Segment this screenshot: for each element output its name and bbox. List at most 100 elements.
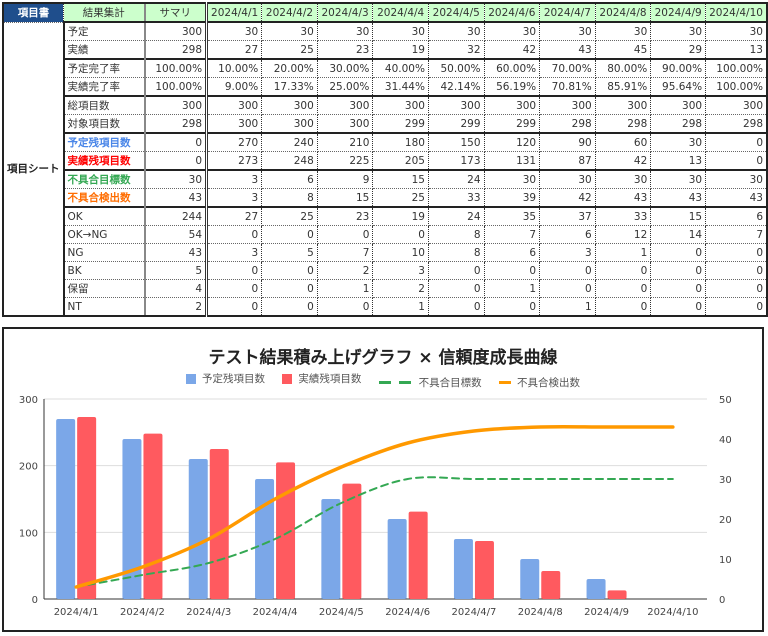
row-label[interactable]: NT <box>62 297 146 317</box>
summary-cell[interactable]: 300 <box>143 95 209 115</box>
data-cell[interactable]: 0 <box>206 225 263 244</box>
data-cell[interactable]: 0 <box>595 297 652 317</box>
summary-cell[interactable]: 2 <box>143 297 209 317</box>
data-cell[interactable]: 131 <box>484 151 541 171</box>
data-cell[interactable]: 6 <box>261 169 318 189</box>
row-label[interactable]: OK <box>62 206 146 226</box>
data-cell[interactable]: 30 <box>595 22 652 41</box>
data-cell[interactable]: 100.00% <box>705 77 768 97</box>
line-defect-target[interactable] <box>75 476 674 588</box>
data-cell[interactable]: 30 <box>595 169 652 189</box>
side-label-cell[interactable]: 項目シート <box>2 22 64 317</box>
header-date-cell[interactable]: 2024/4/9 <box>650 2 707 23</box>
bar-actual-remaining[interactable] <box>143 433 163 599</box>
data-cell[interactable]: 43 <box>539 40 596 60</box>
data-cell[interactable]: 205 <box>372 151 429 171</box>
data-cell[interactable]: 10 <box>372 243 429 262</box>
data-cell[interactable]: 0 <box>595 261 652 280</box>
legend-item-defect-target[interactable]: 不具合目標数 <box>378 375 482 390</box>
row-label[interactable]: 不具合目標数 <box>62 169 146 189</box>
data-cell[interactable]: 298 <box>539 114 596 134</box>
data-cell[interactable]: 25.00% <box>317 77 374 97</box>
header-date-cell[interactable]: 2024/4/8 <box>595 2 652 23</box>
data-cell[interactable]: 300 <box>372 95 429 115</box>
data-cell[interactable]: 95.64% <box>650 77 707 97</box>
data-cell[interactable]: 298 <box>595 114 652 134</box>
data-cell[interactable]: 150 <box>428 132 485 152</box>
data-cell[interactable]: 13 <box>705 40 768 60</box>
summary-cell[interactable]: 0 <box>143 132 209 152</box>
data-cell[interactable]: 9.00% <box>206 77 263 97</box>
summary-cell[interactable]: 43 <box>143 243 209 262</box>
row-label[interactable]: 予定残項目数 <box>62 132 146 152</box>
data-cell[interactable]: 30 <box>705 169 768 189</box>
summary-cell[interactable]: 0 <box>143 151 209 171</box>
data-cell[interactable]: 300 <box>206 95 263 115</box>
row-label[interactable]: BK <box>62 261 146 280</box>
data-cell[interactable]: 42 <box>595 151 652 171</box>
data-cell[interactable]: 1 <box>484 279 541 298</box>
data-cell[interactable]: 30 <box>372 22 429 41</box>
data-cell[interactable]: 30 <box>206 22 263 41</box>
data-cell[interactable]: 40.00% <box>372 58 429 78</box>
data-cell[interactable]: 0 <box>428 297 485 317</box>
data-cell[interactable]: 19 <box>372 206 429 226</box>
data-cell[interactable]: 300 <box>484 95 541 115</box>
data-cell[interactable]: 8 <box>428 225 485 244</box>
data-cell[interactable]: 43 <box>595 188 652 208</box>
data-cell[interactable]: 15 <box>317 188 374 208</box>
header-date-cell[interactable]: 2024/4/7 <box>539 2 596 23</box>
summary-cell[interactable]: 4 <box>143 279 209 298</box>
header-result-summary[interactable]: 結果集計 <box>63 2 146 23</box>
data-cell[interactable]: 0 <box>705 261 768 280</box>
data-cell[interactable]: 10.00% <box>206 58 263 78</box>
data-cell[interactable]: 0 <box>650 279 707 298</box>
summary-cell[interactable]: 100.00% <box>143 77 209 97</box>
data-cell[interactable]: 8 <box>428 243 485 262</box>
data-cell[interactable]: 30 <box>484 22 541 41</box>
data-cell[interactable]: 3 <box>206 188 263 208</box>
data-cell[interactable]: 300 <box>206 114 263 134</box>
data-cell[interactable]: 0 <box>650 261 707 280</box>
summary-cell[interactable]: 300 <box>143 22 209 41</box>
data-cell[interactable]: 0 <box>705 279 768 298</box>
data-cell[interactable]: 80.00% <box>595 58 652 78</box>
header-date-cell[interactable]: 2024/4/4 <box>372 2 429 23</box>
data-cell[interactable]: 0 <box>705 132 768 152</box>
data-cell[interactable]: 0 <box>705 297 768 317</box>
data-cell[interactable]: 23 <box>317 40 374 60</box>
data-cell[interactable]: 42 <box>484 40 541 60</box>
data-cell[interactable]: 0 <box>317 225 374 244</box>
data-cell[interactable]: 17.33% <box>261 77 318 97</box>
data-cell[interactable]: 12 <box>595 225 652 244</box>
bar-planned-remaining[interactable] <box>255 479 275 599</box>
header-date-cell[interactable]: 2024/4/10 <box>705 2 768 23</box>
summary-cell[interactable]: 298 <box>143 114 209 134</box>
data-cell[interactable]: 23 <box>317 206 374 226</box>
data-cell[interactable]: 45 <box>595 40 652 60</box>
header-date-cell[interactable]: 2024/4/1 <box>206 2 263 23</box>
data-cell[interactable]: 25 <box>261 206 318 226</box>
data-cell[interactable]: 7 <box>705 225 768 244</box>
data-cell[interactable]: 87 <box>539 151 596 171</box>
data-cell[interactable]: 31.44% <box>372 77 429 97</box>
data-cell[interactable]: 300 <box>261 95 318 115</box>
data-cell[interactable]: 30 <box>650 169 707 189</box>
data-cell[interactable]: 30.00% <box>317 58 374 78</box>
line-defect-found[interactable] <box>74 424 675 589</box>
row-label[interactable]: 実績 <box>62 40 146 60</box>
data-cell[interactable]: 25 <box>261 40 318 60</box>
data-cell[interactable]: 299 <box>428 114 485 134</box>
bar-actual-remaining[interactable] <box>408 511 428 599</box>
row-label[interactable]: OK→NG <box>62 225 146 244</box>
header-date-cell[interactable]: 2024/4/6 <box>484 2 541 23</box>
legend-item-planned-remaining[interactable]: 予定残項目数 <box>185 371 265 386</box>
data-cell[interactable]: 7 <box>484 225 541 244</box>
data-cell[interactable]: 2 <box>317 261 374 280</box>
summary-cell[interactable]: 100.00% <box>143 58 209 78</box>
data-cell[interactable]: 7 <box>317 243 374 262</box>
data-cell[interactable]: 300 <box>705 95 768 115</box>
bar-planned-remaining[interactable] <box>520 559 540 599</box>
data-cell[interactable]: 30 <box>539 169 596 189</box>
data-cell[interactable]: 9 <box>317 169 374 189</box>
